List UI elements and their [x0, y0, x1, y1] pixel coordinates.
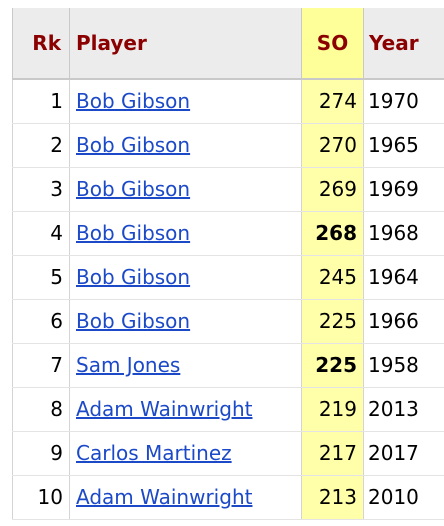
year-cell: 1968: [363, 211, 444, 256]
header-so[interactable]: SO: [301, 8, 364, 80]
player-link[interactable]: Sam Jones: [76, 353, 181, 377]
player-cell: Bob Gibson: [69, 211, 302, 256]
rank-cell: 6: [12, 299, 70, 344]
leaderboard-table-container: Rk Player SO Year 1 Bob Gibson 274 1970 2 Bob…: [12, 8, 444, 520]
strikeouts-cell: 269: [301, 167, 364, 212]
rank-cell: 7: [12, 343, 70, 388]
player-cell: Sam Jones: [69, 343, 302, 388]
player-cell: Bob Gibson: [69, 299, 302, 344]
strikeout-leaderboard-table: Rk Player SO Year 1 Bob Gibson 274 1970 2 Bob…: [12, 8, 444, 520]
year-cell: 1966: [363, 299, 444, 344]
year-cell: 1964: [363, 255, 444, 300]
table-row: 1 Bob Gibson 274 1970: [12, 79, 444, 124]
table-header: Rk Player SO Year: [12, 8, 444, 80]
player-cell: Bob Gibson: [69, 255, 302, 300]
year-cell: 1969: [363, 167, 444, 212]
player-link[interactable]: Adam Wainwright: [76, 485, 253, 509]
player-link[interactable]: Bob Gibson: [76, 309, 191, 333]
player-cell: Carlos Martinez: [69, 431, 302, 476]
player-link[interactable]: Bob Gibson: [76, 221, 191, 245]
year-cell: 2017: [363, 431, 444, 476]
rank-cell: 2: [12, 123, 70, 168]
table-row: 8 Adam Wainwright 219 2013: [12, 387, 444, 432]
header-year[interactable]: Year: [363, 8, 444, 80]
strikeouts-cell: 270: [301, 123, 364, 168]
rank-cell: 9: [12, 431, 70, 476]
header-row: Rk Player SO Year: [12, 8, 444, 80]
strikeouts-cell: 213: [301, 475, 364, 520]
year-cell: 1965: [363, 123, 444, 168]
rank-cell: 1: [12, 79, 70, 124]
player-link[interactable]: Bob Gibson: [76, 177, 191, 201]
player-cell: Bob Gibson: [69, 123, 302, 168]
strikeouts-cell: 274: [301, 79, 364, 124]
strikeouts-cell: 225: [301, 299, 364, 344]
table-body: 1 Bob Gibson 274 1970 2 Bob Gibson 270 1965 3 Bob…: [12, 79, 444, 520]
year-cell: 2013: [363, 387, 444, 432]
player-link[interactable]: Bob Gibson: [76, 89, 191, 114]
strikeouts-cell: 245: [301, 255, 364, 300]
table-row: 6 Bob Gibson 225 1966: [12, 299, 444, 344]
rank-cell: 3: [12, 167, 70, 212]
player-link[interactable]: Carlos Martinez: [76, 441, 232, 465]
player-cell: Bob Gibson: [69, 79, 302, 124]
table-row: 9 Carlos Martinez 217 2017: [12, 431, 444, 476]
player-cell: Adam Wainwright: [69, 475, 302, 520]
table-row: 2 Bob Gibson 270 1965: [12, 123, 444, 168]
strikeouts-cell: 225: [301, 343, 364, 388]
rank-cell: 4: [12, 211, 70, 256]
strikeouts-cell: 219: [301, 387, 364, 432]
header-player[interactable]: Player: [69, 8, 302, 80]
rank-cell: 8: [12, 387, 70, 432]
year-cell: 1970: [363, 79, 444, 124]
strikeouts-cell: 217: [301, 431, 364, 476]
header-rank[interactable]: Rk: [12, 8, 70, 80]
player-link[interactable]: Adam Wainwright: [76, 397, 253, 421]
player-link[interactable]: Bob Gibson: [76, 133, 191, 157]
table-row: 5 Bob Gibson 245 1964: [12, 255, 444, 300]
rank-cell: 5: [12, 255, 70, 300]
year-cell: 1958: [363, 343, 444, 388]
strikeouts-cell: 268: [301, 211, 364, 256]
player-cell: Bob Gibson: [69, 167, 302, 212]
table-row: 3 Bob Gibson 269 1969: [12, 167, 444, 212]
year-cell: 2010: [363, 475, 444, 520]
player-link[interactable]: Bob Gibson: [76, 265, 191, 289]
rank-cell: 10: [12, 475, 70, 520]
table-row: 10 Adam Wainwright 213 2010: [12, 475, 444, 520]
table-row: 7 Sam Jones 225 1958: [12, 343, 444, 388]
table-row: 4 Bob Gibson 268 1968: [12, 211, 444, 256]
player-cell: Adam Wainwright: [69, 387, 302, 432]
